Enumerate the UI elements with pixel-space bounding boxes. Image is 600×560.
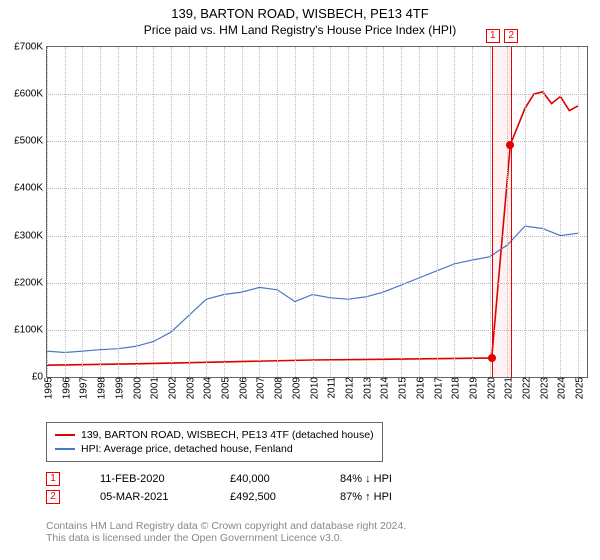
chart-plot-area: £0£100K£200K£300K£400K£500K£600K£700K199… bbox=[46, 46, 588, 378]
event-price: £40,000 bbox=[230, 473, 300, 485]
x-tick-label: 2010 bbox=[305, 377, 320, 399]
event-index: 1 bbox=[46, 472, 60, 486]
x-tick-label: 2020 bbox=[482, 377, 497, 399]
event-row: 1 11-FEB-2020 £40,000 84% ↓ HPI bbox=[46, 472, 392, 486]
data-point bbox=[506, 141, 514, 149]
x-tick-label: 2006 bbox=[234, 377, 249, 399]
event-row: 2 05-MAR-2021 £492,500 87% ↑ HPI bbox=[46, 490, 392, 504]
x-tick-label: 1995 bbox=[40, 377, 55, 399]
y-tick-label: £700K bbox=[14, 42, 47, 53]
x-tick-label: 2008 bbox=[270, 377, 285, 399]
chart-legend: 139, BARTON ROAD, WISBECH, PE13 4TF (det… bbox=[46, 422, 383, 462]
event-price: £492,500 bbox=[230, 491, 300, 503]
chart-title: 139, BARTON ROAD, WISBECH, PE13 4TF bbox=[0, 0, 600, 21]
event-marker: 2 bbox=[504, 29, 518, 43]
event-band bbox=[492, 47, 513, 377]
x-tick-label: 2023 bbox=[535, 377, 550, 399]
x-tick-label: 2003 bbox=[181, 377, 196, 399]
data-point bbox=[488, 354, 496, 362]
x-tick-label: 1996 bbox=[57, 377, 72, 399]
x-tick-label: 2016 bbox=[411, 377, 426, 399]
x-tick-label: 2011 bbox=[323, 377, 338, 399]
x-tick-label: 1998 bbox=[93, 377, 108, 399]
legend-item: 139, BARTON ROAD, WISBECH, PE13 4TF (det… bbox=[55, 429, 374, 441]
event-date: 05-MAR-2021 bbox=[100, 491, 190, 503]
legend-swatch bbox=[55, 434, 75, 436]
x-tick-label: 2000 bbox=[128, 377, 143, 399]
x-tick-label: 2024 bbox=[553, 377, 568, 399]
x-tick-label: 1999 bbox=[110, 377, 125, 399]
x-tick-label: 2019 bbox=[464, 377, 479, 399]
legend-label: 139, BARTON ROAD, WISBECH, PE13 4TF (det… bbox=[81, 429, 374, 441]
event-marker: 1 bbox=[486, 29, 500, 43]
x-tick-label: 1997 bbox=[75, 377, 90, 399]
footer-line-2: This data is licensed under the Open Gov… bbox=[46, 532, 406, 544]
footer-line-1: Contains HM Land Registry data © Crown c… bbox=[46, 520, 406, 532]
y-tick-label: £400K bbox=[14, 183, 47, 194]
legend-swatch bbox=[55, 448, 75, 450]
event-delta: 87% ↑ HPI bbox=[340, 491, 392, 503]
x-tick-label: 2025 bbox=[571, 377, 586, 399]
x-tick-label: 2021 bbox=[500, 377, 515, 399]
x-tick-label: 2009 bbox=[287, 377, 302, 399]
event-date: 11-FEB-2020 bbox=[100, 473, 190, 485]
legend-item: HPI: Average price, detached house, Fenl… bbox=[55, 443, 374, 455]
x-tick-label: 2013 bbox=[358, 377, 373, 399]
attribution-footer: Contains HM Land Registry data © Crown c… bbox=[46, 520, 406, 544]
x-tick-label: 2014 bbox=[376, 377, 391, 399]
x-tick-label: 2007 bbox=[252, 377, 267, 399]
event-table: 1 11-FEB-2020 £40,000 84% ↓ HPI 2 05-MAR-2021… bbox=[46, 468, 392, 508]
x-tick-label: 2018 bbox=[447, 377, 462, 399]
x-tick-label: 2004 bbox=[199, 377, 214, 399]
x-tick-label: 2001 bbox=[146, 377, 161, 399]
x-tick-label: 2017 bbox=[429, 377, 444, 399]
y-tick-label: £100K bbox=[14, 324, 47, 335]
y-tick-label: £500K bbox=[14, 136, 47, 147]
y-tick-label: £200K bbox=[14, 277, 47, 288]
event-index: 2 bbox=[46, 490, 60, 504]
y-tick-label: £600K bbox=[14, 89, 47, 100]
x-tick-label: 2002 bbox=[163, 377, 178, 399]
y-tick-label: £300K bbox=[14, 230, 47, 241]
x-tick-label: 2012 bbox=[340, 377, 355, 399]
x-tick-label: 2022 bbox=[518, 377, 533, 399]
x-tick-label: 2015 bbox=[394, 377, 409, 399]
event-delta: 84% ↓ HPI bbox=[340, 473, 392, 485]
x-tick-label: 2005 bbox=[217, 377, 232, 399]
legend-label: HPI: Average price, detached house, Fenl… bbox=[81, 443, 293, 455]
